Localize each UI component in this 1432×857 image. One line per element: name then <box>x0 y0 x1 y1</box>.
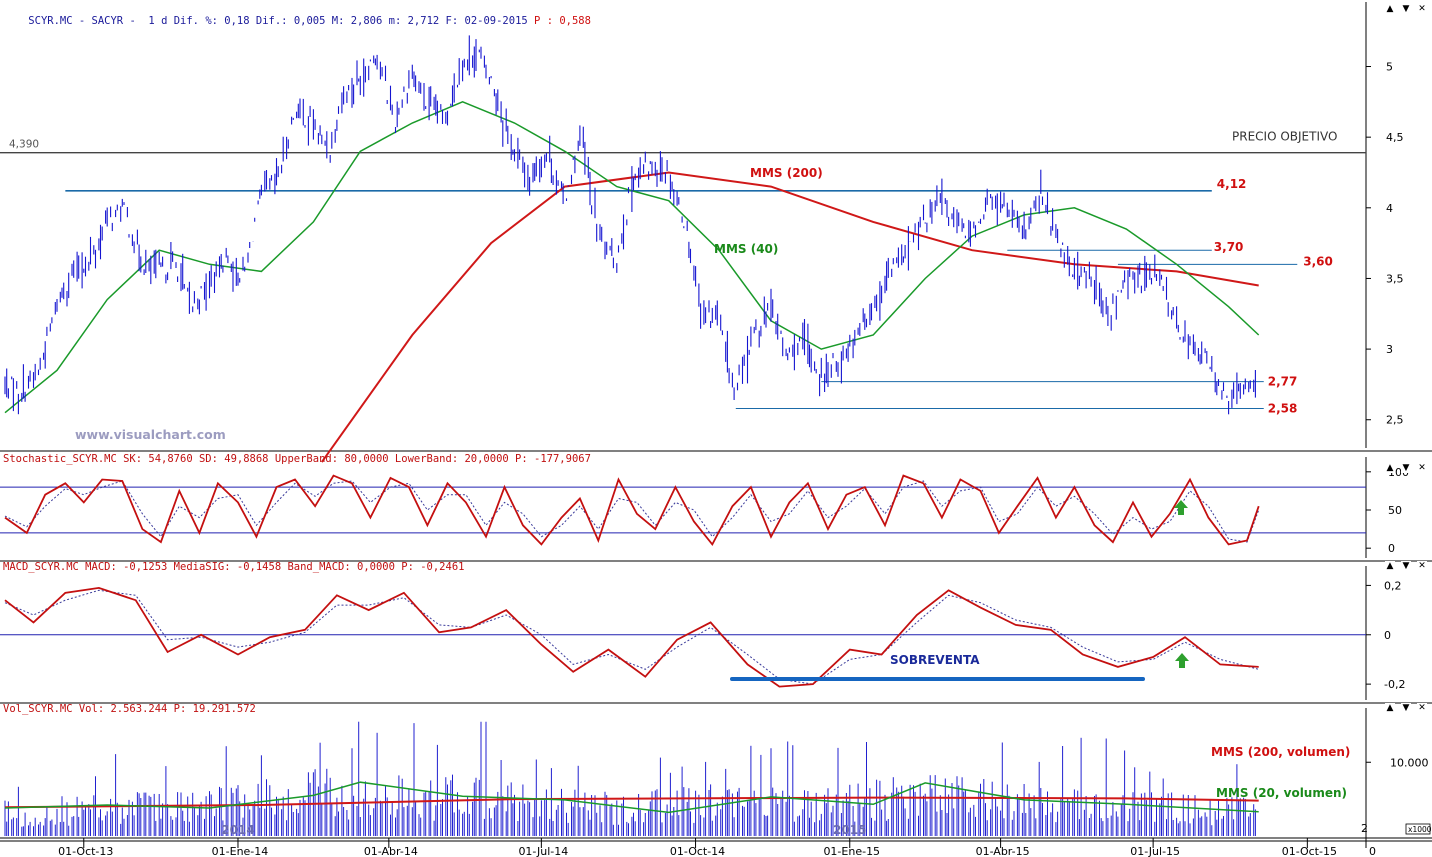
y-tick-label: 0 <box>1388 542 1395 555</box>
vol-down-button[interactable]: ▼ <box>1401 703 1411 713</box>
vol-close-button[interactable]: ✕ <box>1417 703 1427 713</box>
price-panel: 2,5 3 3,5 4 4,5 5 4,390 PRECIO OBJETIVO 4,12 3,70… <box>0 35 1404 463</box>
x-tick-label: 01-Abr-15 <box>976 845 1030 857</box>
close-panel-button[interactable]: ✕ <box>1417 4 1427 14</box>
volume-bars <box>4 721 1256 836</box>
x-tick-label: 01-Oct-15 <box>1282 845 1337 857</box>
price-p-value: P : 0,588 <box>534 15 591 27</box>
label-258: 2,58 <box>1268 401 1298 415</box>
y-tick-label: 0 <box>1384 629 1391 642</box>
volume-unit-box <box>1405 823 1431 835</box>
y-tick-label: 3 <box>1386 343 1393 356</box>
precio-objetivo-label: PRECIO OBJETIVO <box>1232 130 1337 144</box>
y-tick-label: 10.000 <box>1390 756 1429 769</box>
precio-objetivo-value: 4,390 <box>9 139 39 151</box>
year-label: 2015 <box>833 823 866 837</box>
x-tick-label: 01-Ene-14 <box>212 845 269 857</box>
macd-up-button[interactable]: ▲ <box>1385 561 1395 571</box>
vol-mms200-label: MMS (200, volumen) <box>1211 745 1350 759</box>
label-370: 3,70 <box>1214 240 1244 254</box>
stoch-up-arrow-icon <box>1174 500 1188 515</box>
y-tick-label: -0,2 <box>1384 678 1405 691</box>
vol-mms20-label: MMS (20, volumen) <box>1216 786 1347 800</box>
x-tick-label: 01-Oct-14 <box>670 845 725 857</box>
label-360: 3,60 <box>1303 254 1333 268</box>
macd-header: MACD_SCYR.MC MACD: -0,1253 MediaSIG: -0,… <box>3 561 465 573</box>
label-412: 4,12 <box>1217 177 1247 191</box>
vol-mms20-line <box>4 781 1259 814</box>
mms200-label: MMS (200) <box>750 166 823 180</box>
watermark: www.visualchart.com <box>75 427 226 442</box>
macd-line <box>4 586 1259 688</box>
macd-up-arrow-icon <box>1175 653 1189 668</box>
stoch-sd-line <box>4 480 1260 543</box>
scroll-down-button[interactable]: ▼ <box>1401 4 1411 14</box>
price-header: SCYR.MC - SACYR - 1 d Dif. %: 0,18 Dif.:… <box>3 3 591 39</box>
mms200-line <box>320 171 1259 463</box>
vol-up-button[interactable]: ▲ <box>1385 703 1395 713</box>
mms40-line <box>4 100 1260 414</box>
annotations <box>1174 500 1189 668</box>
stoch-close-button[interactable]: ✕ <box>1417 463 1427 473</box>
volume-unit-label: x1000 <box>1408 825 1432 834</box>
y-tick-label: 3,5 <box>1386 272 1404 285</box>
volume-header: Vol_SCYR.MC Vol: 2.563.244 P: 19.291.572 <box>3 703 256 715</box>
x-tick-label: 01-Jul-15 <box>1130 845 1180 857</box>
y-tick-label: 2,5 <box>1386 414 1404 427</box>
stochastic-header: Stochastic_SCYR.MC SK: 54,8760 SD: 49,88… <box>3 453 591 465</box>
macd-signal-line <box>4 589 1259 685</box>
x-tick-label: 01-Ene-15 <box>823 845 880 857</box>
macd-close-button[interactable]: ✕ <box>1417 561 1427 571</box>
y-tick-label: 5 <box>1386 61 1393 74</box>
x-tick-label: 01-Abr-14 <box>364 845 418 857</box>
stoch-down-button[interactable]: ▼ <box>1401 463 1411 473</box>
stoch-up-button[interactable]: ▲ <box>1385 463 1395 473</box>
scroll-up-button[interactable]: ▲ <box>1385 4 1395 14</box>
vol-mms200-line <box>4 796 1259 809</box>
y-tick-label: 4 <box>1386 202 1393 215</box>
price-bars <box>4 35 1256 415</box>
sobreventa-label: SOBREVENTA <box>890 653 980 667</box>
label-277: 2,77 <box>1268 375 1298 389</box>
y-tick-label: 4,5 <box>1386 131 1404 144</box>
macd-down-button[interactable]: ▼ <box>1401 561 1411 571</box>
x-axis: 01-Oct-13 01-Ene-14 01-Abr-14 01-Jul-14 01-O… <box>58 838 1376 857</box>
x-tick-label: 01-Oct-13 <box>58 845 113 857</box>
volume-bottom-label: 2 <box>1361 822 1368 835</box>
year-label: 2014 <box>221 823 254 837</box>
price-info: 1 d Dif. %: 0,18 Dif.: 0,005 M: 2,806 m:… <box>148 15 528 27</box>
y-tick-label: 0,2 <box>1384 579 1402 592</box>
mms40-label: MMS (40) <box>714 242 778 256</box>
x-tick-label: 01-Jul-14 <box>518 845 568 857</box>
volume-panel: 10.000 x1000 2 MMS (200, volumen) MMS (20, v… <box>4 721 1432 837</box>
y-tick-label: 50 <box>1388 504 1402 517</box>
symbol-title: SCYR.MC - SACYR - <box>28 15 136 27</box>
macd-panel: 0,2 0 -0,2 SOBREVENTA <box>0 579 1405 691</box>
stoch-sk-line <box>4 474 1260 547</box>
x-axis-zero: 0 <box>1369 845 1376 857</box>
